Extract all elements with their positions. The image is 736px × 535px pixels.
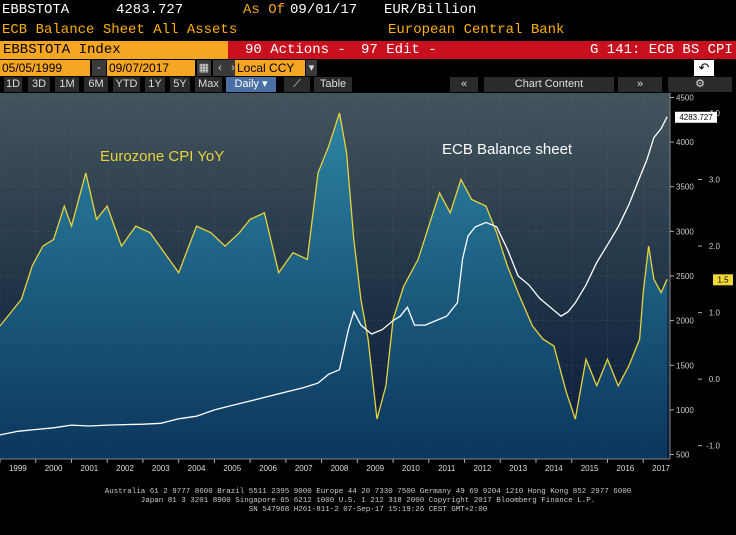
chart-svg: 450040003500300025002000150010005004.03.… bbox=[0, 93, 733, 473]
period-3d[interactable]: 3D bbox=[28, 77, 50, 92]
cpi-line bbox=[0, 112, 668, 420]
last-value-left-badge bbox=[675, 111, 717, 123]
source-label: European Central Bank bbox=[388, 22, 565, 38]
actions-menu[interactable]: 90 Actions - bbox=[245, 42, 346, 58]
footer-line-3: SN 547968 H261-811-2 07-Sep-17 15:19:26 … bbox=[248, 506, 488, 514]
chart-content-button[interactable]: Chart Content bbox=[484, 77, 614, 92]
right-axis-tick-label: 1.0 bbox=[709, 309, 721, 318]
last-value-right-label: 1.5 bbox=[717, 275, 729, 284]
chart-toolbar: 1D 3D 1M 6M YTD 1Y 5Y Max Daily ▾ ⟋ Tabl… bbox=[0, 76, 736, 93]
x-axis-tick-label: 2007 bbox=[295, 464, 313, 473]
command-bar: EBBSTOTA Index 90 Actions - 97 Edit - G … bbox=[0, 41, 736, 59]
left-axis-tick-label: 2500 bbox=[676, 272, 694, 281]
security-header: EBBSTOTA 4283.727 As Of 09/01/17 EUR/Bil… bbox=[0, 0, 736, 21]
left-axis-tick-label: 3000 bbox=[676, 227, 694, 236]
right-axis-tick-label: 2.0 bbox=[709, 242, 721, 251]
x-axis-tick-label: 2000 bbox=[45, 464, 63, 473]
x-axis-tick-label: 2001 bbox=[80, 464, 98, 473]
left-axis-tick-label: 4000 bbox=[676, 138, 694, 147]
chart-area: 450040003500300025002000150010005004.03.… bbox=[0, 93, 736, 530]
last-value-left-label: 4283.727 bbox=[679, 113, 713, 122]
unit-label: EUR/Billion bbox=[384, 2, 477, 18]
footer-line-1: Australia 61 2 9777 8600 Brazil 5511 239… bbox=[104, 488, 632, 496]
x-axis-tick-label: 2011 bbox=[438, 464, 456, 473]
calendar-icon[interactable]: ▦ bbox=[197, 60, 211, 76]
chevron-down-icon[interactable]: ▾ bbox=[306, 60, 317, 76]
expand-icon[interactable]: » bbox=[618, 77, 662, 92]
cpi-area bbox=[0, 113, 668, 459]
action-bar: 90 Actions - 97 Edit - G 141: ECB BS CPI bbox=[228, 41, 736, 59]
period-6m[interactable]: 6M bbox=[84, 77, 108, 92]
x-axis-tick-label: 2003 bbox=[152, 464, 170, 473]
as-of-date: 09/01/17 bbox=[290, 2, 358, 18]
frequency-select[interactable]: Daily ▾ bbox=[226, 77, 276, 92]
left-axis-tick-label: 3500 bbox=[676, 183, 694, 192]
start-date-field[interactable]: 05/05/1999 bbox=[0, 60, 90, 76]
index-field[interactable]: EBBSTOTA Index bbox=[0, 41, 228, 59]
period-max[interactable]: Max bbox=[195, 77, 222, 92]
x-axis-tick-label: 2008 bbox=[331, 464, 349, 473]
description-row: ECB Balance Sheet All Assets European Ce… bbox=[0, 21, 736, 40]
date-bar: 05/05/1999 - 09/07/2017 ▦ ‹ › Local CCY … bbox=[0, 60, 736, 76]
prev-period-icon[interactable]: ‹ bbox=[213, 60, 227, 76]
footer-line-2: Japan 81 3 3201 8900 Singapore 65 6212 1… bbox=[140, 497, 596, 505]
security-description: ECB Balance Sheet All Assets bbox=[2, 22, 238, 38]
ticker: EBBSTOTA bbox=[2, 2, 70, 18]
frequency-label: Daily bbox=[234, 78, 259, 90]
left-axis-tick-label: 2000 bbox=[676, 317, 694, 326]
balance-sheet-annotation: ECB Balance sheet bbox=[442, 141, 573, 158]
x-axis-tick-label: 2014 bbox=[545, 464, 563, 473]
right-axis-tick-label: 3.0 bbox=[709, 176, 721, 185]
right-axis-tick-label: 0.0 bbox=[709, 375, 721, 384]
last-value: 4283.727 bbox=[116, 2, 184, 18]
gear-icon[interactable]: ⚙ bbox=[668, 77, 732, 92]
period-ytd[interactable]: YTD bbox=[113, 77, 140, 92]
period-1m[interactable]: 1M bbox=[55, 77, 79, 92]
x-axis-tick-label: 1999 bbox=[9, 464, 27, 473]
last-value-right-badge bbox=[713, 274, 733, 286]
left-axis-tick-label: 4500 bbox=[676, 93, 694, 102]
period-1d[interactable]: 1D bbox=[4, 77, 22, 92]
x-axis-tick-label: 2002 bbox=[116, 464, 134, 473]
edit-menu[interactable]: 97 Edit - bbox=[361, 42, 437, 58]
x-axis-tick-label: 2009 bbox=[366, 464, 384, 473]
currency-select[interactable]: Local CCY bbox=[235, 60, 305, 76]
collapse-icon[interactable]: « bbox=[450, 77, 478, 92]
left-axis-tick-label: 1500 bbox=[676, 361, 694, 370]
x-axis-tick-label: 2006 bbox=[259, 464, 277, 473]
x-axis-tick-label: 2015 bbox=[581, 464, 599, 473]
left-axis-tick-label: 1000 bbox=[676, 406, 694, 415]
table-button[interactable]: Table bbox=[314, 77, 352, 92]
end-date-field[interactable]: 09/07/2017 bbox=[107, 60, 195, 76]
x-axis-tick-label: 2004 bbox=[188, 464, 206, 473]
x-axis-tick-label: 2016 bbox=[616, 464, 634, 473]
cpi-annotation: Eurozone CPI YoY bbox=[100, 148, 224, 165]
x-axis-tick-label: 2010 bbox=[402, 464, 420, 473]
date-separator: - bbox=[92, 60, 106, 76]
period-5y[interactable]: 5Y bbox=[170, 77, 190, 92]
x-axis-tick-label: 2017 bbox=[652, 464, 670, 473]
left-axis-tick-label: 500 bbox=[676, 451, 690, 460]
line-chart-icon[interactable]: ⟋ bbox=[284, 77, 310, 92]
right-axis-tick-label: -1.0 bbox=[706, 442, 720, 451]
x-axis-tick-label: 2005 bbox=[223, 464, 241, 473]
period-1y[interactable]: 1Y bbox=[145, 77, 165, 92]
x-axis-tick-label: 2013 bbox=[509, 464, 527, 473]
x-axis-tick-label: 2012 bbox=[474, 464, 492, 473]
as-of-label: As Of bbox=[243, 2, 286, 18]
chart-id: G 141: ECB BS CPI bbox=[590, 42, 733, 58]
undo-icon[interactable]: ↶ bbox=[694, 60, 714, 76]
balance-sheet-line bbox=[0, 116, 668, 436]
